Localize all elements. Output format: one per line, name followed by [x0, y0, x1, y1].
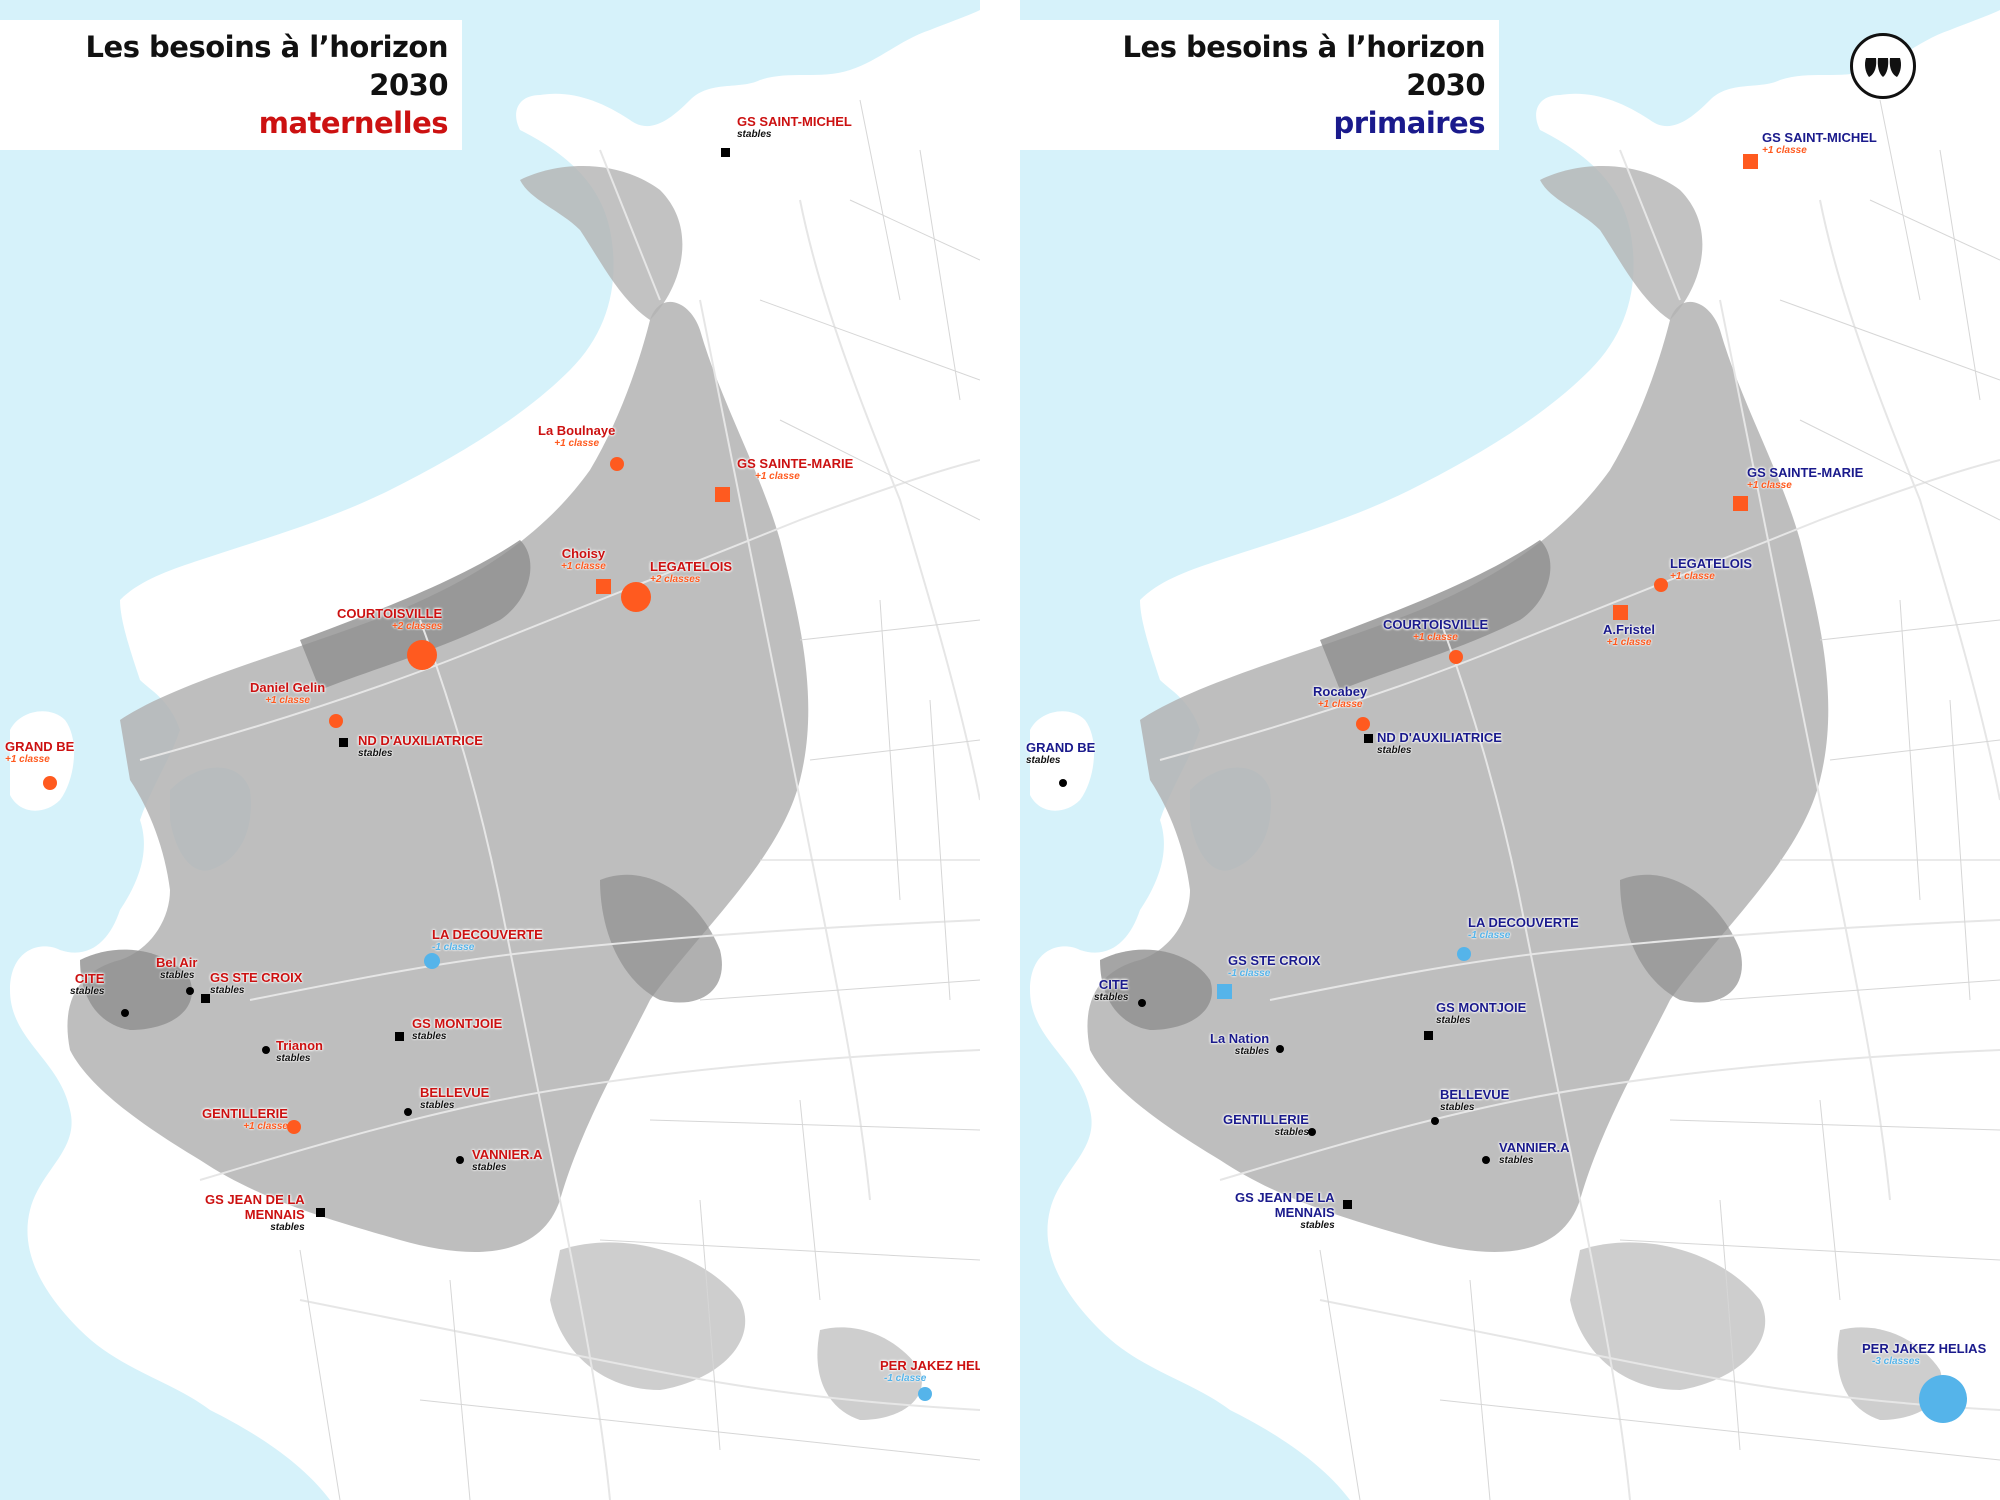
- increase-marker[interactable]: [621, 582, 651, 612]
- school-label: GS SAINT-MICHEL +1 classe: [1762, 130, 1877, 156]
- decrease-marker[interactable]: [1217, 984, 1232, 999]
- map-panel-primaires: Les besoins à l’horizon 2030 primaires G…: [1020, 0, 2000, 1500]
- decrease-marker[interactable]: [1919, 1375, 1967, 1423]
- title-box: Les besoins à l’horizon 2030 primaires: [1020, 20, 1499, 150]
- school-label: LA DECOUVERTE -1 classe: [432, 927, 543, 953]
- decrease-marker[interactable]: [918, 1387, 932, 1401]
- school-label: LA DECOUVERTE -1 classe: [1468, 915, 1579, 941]
- school-label: LEGATELOIS +2 classes: [650, 559, 733, 585]
- decrease-marker[interactable]: [424, 953, 440, 969]
- stable-marker[interactable]: [1059, 779, 1067, 787]
- school-label: GS MONTJOIE stables: [412, 1016, 503, 1042]
- panel-gap: [980, 0, 1020, 1500]
- map-title: Les besoins à l’horizon 2030: [85, 30, 449, 102]
- stable-marker[interactable]: [721, 148, 730, 157]
- stable-marker[interactable]: [1343, 1200, 1352, 1209]
- stable-marker[interactable]: [201, 994, 210, 1003]
- base-map: [1029, 0, 2000, 1500]
- school-label: GS STE CROIX stables: [210, 970, 303, 996]
- stable-marker[interactable]: [186, 987, 194, 995]
- increase-marker[interactable]: [1654, 578, 1668, 592]
- title-box: Les besoins à l’horizon 2030 maternelles: [0, 20, 462, 150]
- map-subtitle: maternelles: [258, 106, 449, 140]
- stable-marker[interactable]: [395, 1032, 404, 1041]
- increase-marker[interactable]: [329, 714, 343, 728]
- school-label: COURTOISVILLE +2 classes: [337, 606, 443, 632]
- increase-marker[interactable]: [287, 1120, 301, 1134]
- school-label: GS STE CROIX -1 classe: [1228, 953, 1321, 979]
- stable-marker[interactable]: [456, 1156, 464, 1164]
- school-label: GENTILLERIE stables: [1223, 1112, 1309, 1138]
- school-label: Rocabey +1 classe: [1313, 684, 1368, 710]
- stable-marker[interactable]: [316, 1208, 325, 1217]
- school-label: GRAND BE stables: [1026, 740, 1096, 766]
- map-panel-maternelles: Les besoins à l’horizon 2030 maternelles…: [0, 0, 980, 1500]
- school-label: ND D'AUXILIATRICE stables: [1377, 730, 1502, 756]
- school-label: GS MONTJOIE stables: [1436, 1000, 1527, 1026]
- stable-marker[interactable]: [1431, 1117, 1439, 1125]
- stable-marker[interactable]: [1138, 999, 1146, 1007]
- school-label: A.Fristel +1 classe: [1603, 622, 1656, 648]
- school-label: LEGATELOIS +1 classe: [1670, 556, 1753, 582]
- increase-marker[interactable]: [610, 457, 624, 471]
- stable-marker[interactable]: [1308, 1128, 1316, 1136]
- school-label: CITE stables: [1094, 977, 1129, 1003]
- school-label: Trianon stables: [276, 1038, 323, 1064]
- stable-marker[interactable]: [262, 1046, 270, 1054]
- school-label: CITE stables: [70, 971, 105, 997]
- map-title: Les besoins à l’horizon 2030: [1122, 30, 1486, 102]
- stable-marker[interactable]: [339, 738, 348, 747]
- school-label: GRAND BE +1 classe: [5, 739, 75, 765]
- brand-logo-icon: [1850, 33, 1916, 99]
- increase-marker[interactable]: [1733, 496, 1748, 511]
- school-label: VANNIER.A stables: [472, 1147, 543, 1173]
- school-label: BELLEVUE stables: [1440, 1087, 1510, 1113]
- increase-marker[interactable]: [1449, 650, 1463, 664]
- base-map: [9, 0, 980, 1500]
- school-label: Daniel Gelin +1 classe: [250, 680, 326, 706]
- school-label: La Nation stables: [1210, 1031, 1270, 1057]
- decrease-marker[interactable]: [1457, 947, 1471, 961]
- school-label: GS SAINTE-MARIE +1 classe: [1747, 465, 1864, 491]
- stable-marker[interactable]: [1482, 1156, 1490, 1164]
- stable-marker[interactable]: [1276, 1045, 1284, 1053]
- school-label: Bel Air stables: [156, 955, 198, 981]
- school-label: Choisy +1 classe: [561, 546, 606, 572]
- school-label: GS SAINT-MICHEL stables: [737, 114, 852, 140]
- school-label: PER JAKEZ HELIAS -3 classes: [1862, 1341, 1987, 1367]
- increase-marker[interactable]: [43, 776, 57, 790]
- school-label: GS JEAN DE LA MENNAIS stables: [1235, 1190, 1335, 1231]
- stable-marker[interactable]: [1424, 1031, 1433, 1040]
- school-label: PER JAKEZ HELIAS -1 classe: [880, 1358, 980, 1384]
- stable-marker[interactable]: [121, 1009, 129, 1017]
- increase-marker[interactable]: [1613, 605, 1628, 620]
- school-label: COURTOISVILLE +1 classe: [1383, 617, 1489, 643]
- increase-marker[interactable]: [715, 487, 730, 502]
- school-label: GENTILLERIE +1 classe: [202, 1106, 288, 1132]
- school-label: VANNIER.A stables: [1499, 1140, 1570, 1166]
- school-label: BELLEVUE stables: [420, 1085, 490, 1111]
- increase-marker[interactable]: [407, 640, 437, 670]
- increase-marker[interactable]: [596, 579, 611, 594]
- stable-marker[interactable]: [404, 1108, 412, 1116]
- map-subtitle: primaires: [1333, 106, 1486, 140]
- school-label: ND D'AUXILIATRICE stables: [358, 733, 483, 759]
- school-label: GS JEAN DE LA MENNAIS stables: [205, 1192, 305, 1233]
- increase-marker[interactable]: [1743, 154, 1758, 169]
- school-label: La Boulnaye +1 classe: [538, 423, 616, 449]
- stable-marker[interactable]: [1364, 734, 1373, 743]
- school-label: GS SAINTE-MARIE +1 classe: [737, 456, 854, 482]
- increase-marker[interactable]: [1356, 717, 1370, 731]
